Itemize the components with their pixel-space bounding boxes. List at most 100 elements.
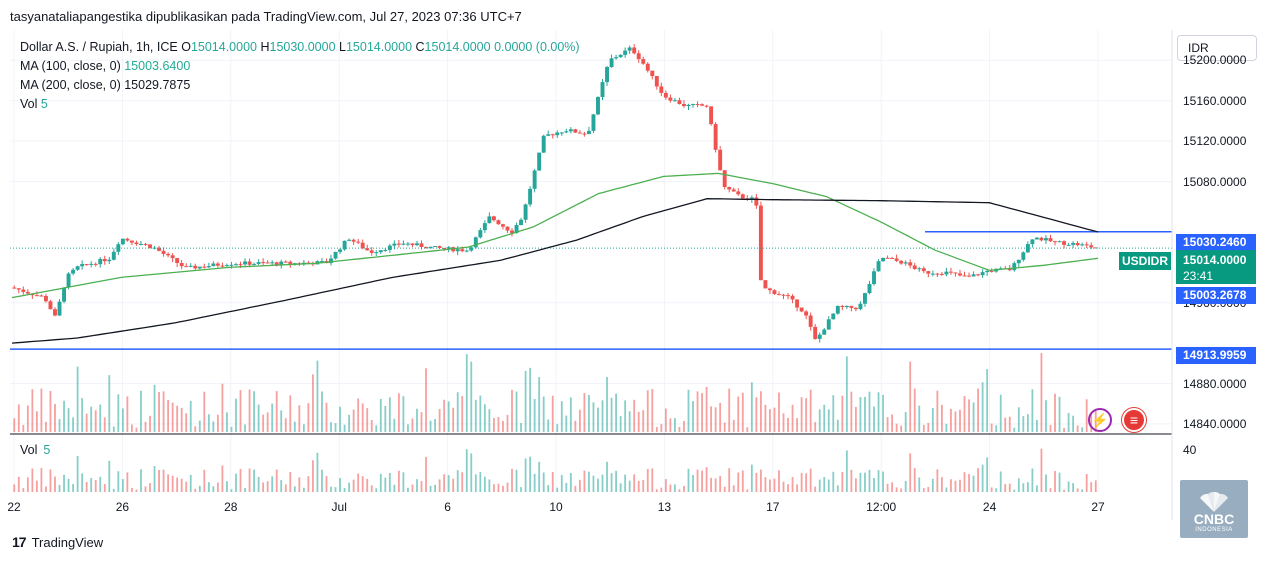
volume-bar <box>619 416 622 432</box>
ma100-row[interactable]: MA (100, close, 0) 15003.6400 <box>20 59 191 73</box>
volume-bar <box>823 404 826 432</box>
volume-pane-bar <box>511 468 513 492</box>
candle-body <box>948 271 953 273</box>
volume-pane-bar <box>230 489 233 492</box>
volume-bar <box>162 391 165 432</box>
volume-pane-bar <box>1063 489 1065 492</box>
candle-body <box>437 246 442 248</box>
candle-body <box>772 290 777 295</box>
candle-body <box>586 130 591 135</box>
volume-pane-bar <box>796 484 798 492</box>
volume-pane-bar <box>1058 472 1061 492</box>
candle-body <box>781 294 786 296</box>
volume-pane-bar <box>253 469 255 492</box>
volume-bar <box>483 404 486 432</box>
volume-bar <box>800 397 803 432</box>
volume-bar <box>542 396 545 432</box>
candle-body <box>654 76 659 87</box>
candle-body <box>691 104 695 106</box>
candle-body <box>496 220 501 225</box>
volume-pane-bar <box>85 481 88 492</box>
volume-pane-bar <box>836 485 839 492</box>
candle-body <box>858 303 863 310</box>
volume-bar <box>1036 419 1038 432</box>
volume-pane-bar <box>945 487 948 492</box>
volume-bar <box>411 418 414 432</box>
volume-bar <box>814 422 817 432</box>
volume-bar <box>511 389 513 432</box>
volume-bar <box>1026 414 1029 432</box>
volume-bar <box>900 425 903 432</box>
volume-pane-bar <box>121 479 124 492</box>
volume-axis-tick: 40 <box>1183 443 1197 457</box>
volume-bar <box>895 423 898 432</box>
candle-body <box>157 247 162 251</box>
volume-bar <box>379 399 382 432</box>
volume-bar <box>1085 399 1088 432</box>
volume-pane-bar <box>950 479 952 492</box>
volume-pane-bar <box>674 484 676 492</box>
candle-body <box>405 243 410 245</box>
volume-pane-bar <box>257 476 260 492</box>
time-tick-label: 24 <box>982 500 997 514</box>
candle-body <box>25 291 30 294</box>
candle-body <box>1084 244 1089 246</box>
volume-bar <box>456 392 459 432</box>
candle-body <box>365 248 370 251</box>
candle-body <box>935 273 940 275</box>
volume-bar <box>339 406 341 432</box>
volume-pane-bar <box>108 460 111 492</box>
candle-body <box>777 294 781 296</box>
candle-body <box>491 216 496 221</box>
volume-bar <box>769 409 771 432</box>
volume-bar <box>683 420 685 432</box>
volume-pane-bar <box>144 486 147 492</box>
candle-body <box>505 226 510 231</box>
candle-body <box>944 271 949 275</box>
candle-body <box>270 262 275 264</box>
candle-body <box>1066 244 1071 246</box>
candle-body <box>564 131 569 133</box>
volume-bar <box>728 388 731 432</box>
candle-body <box>831 313 836 320</box>
chart-legend: Dollar A.S. / Rupiah, 1h, ICE O15014.000… <box>20 38 580 114</box>
candle-body <box>342 240 347 250</box>
candle-body <box>1080 244 1085 246</box>
volume-pane-bar <box>940 477 943 492</box>
volume-pane-bar <box>592 475 595 492</box>
candle-body <box>668 97 673 101</box>
candle-body <box>672 100 677 102</box>
volume-pane-legend[interactable]: Vol 5 <box>20 443 51 457</box>
candle-body <box>396 243 401 245</box>
candle-body <box>234 264 238 266</box>
volume-bar <box>1054 393 1056 432</box>
ma200-row[interactable]: MA (200, close, 0) 15029.7875 <box>20 78 191 92</box>
symbol-label[interactable]: Dollar A.S. / Rupiah, 1h, ICE <box>20 40 178 54</box>
volume-pane-bar <box>54 476 56 492</box>
volume-bar <box>520 423 522 432</box>
volume-pane-bar <box>764 477 767 492</box>
volume-bar <box>936 390 939 432</box>
volume-pane-bar <box>841 471 844 492</box>
low-value: 15014.0000 <box>345 40 413 54</box>
candle-body <box>1089 245 1094 248</box>
volume-pane-bar <box>235 473 237 492</box>
vol-row[interactable]: Vol 5 <box>20 97 48 111</box>
volume-pane-bar <box>755 472 758 492</box>
volume-pane-bar <box>606 461 608 492</box>
currency-button[interactable]: IDR <box>1177 35 1257 61</box>
volume-bar <box>40 388 43 432</box>
candle-body <box>863 293 867 304</box>
volume-pane-bar <box>325 475 328 492</box>
candle-body <box>98 258 103 265</box>
volume-bar <box>737 396 740 432</box>
volume-bar <box>723 422 726 432</box>
tradingview-logo[interactable]: 17 TradingView <box>12 534 104 550</box>
us-flag-icon[interactable]: ≡ <box>1122 408 1146 432</box>
lightning-icon[interactable]: ⚡ <box>1088 408 1112 432</box>
volume-bar <box>1058 396 1061 432</box>
volume-pane-bar <box>13 484 16 492</box>
volume-pane-bar <box>45 486 47 492</box>
candle-body <box>618 54 623 58</box>
